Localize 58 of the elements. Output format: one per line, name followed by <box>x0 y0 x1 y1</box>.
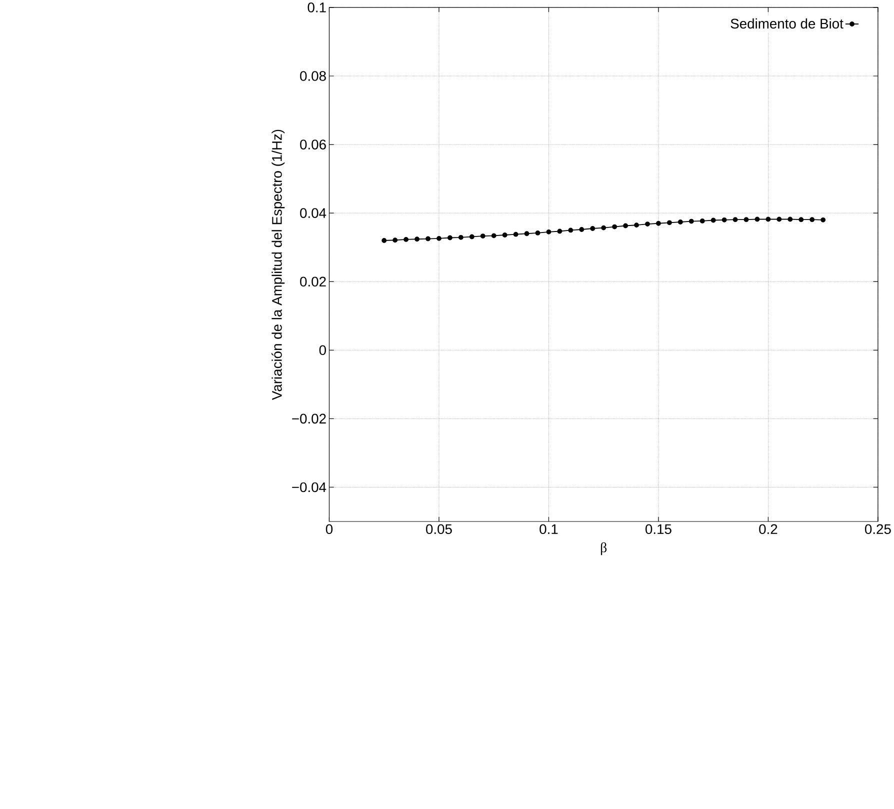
point <box>732 216 738 222</box>
point <box>579 226 584 232</box>
point <box>623 223 628 228</box>
point <box>458 234 464 240</box>
y-tick-label: 0.08 <box>300 70 326 81</box>
x-tick-label: 0 <box>326 524 333 534</box>
y-tick-label: 0.06 <box>300 139 326 150</box>
point <box>722 217 727 222</box>
y-tick-label: 0.1 <box>308 2 326 12</box>
y-axis-title: Variación de la Amplitud del Espectro (1/Hz) <box>272 130 285 400</box>
point <box>688 218 694 224</box>
y-tick-label: 0 <box>319 345 326 355</box>
point <box>392 238 398 242</box>
point <box>590 226 596 231</box>
point <box>535 230 540 236</box>
point <box>656 220 661 226</box>
point <box>469 234 474 240</box>
point <box>612 224 618 230</box>
point <box>502 232 508 238</box>
point <box>634 222 639 228</box>
point <box>766 216 771 222</box>
x-tick-label: 0.05 <box>426 524 452 534</box>
x-tick-label: 0.1 <box>540 524 558 534</box>
point <box>601 225 606 230</box>
legend-label: Sedimento de Biot <box>730 18 844 28</box>
point <box>447 235 452 240</box>
point <box>744 216 749 222</box>
point <box>524 230 530 236</box>
point <box>513 232 518 237</box>
point <box>480 233 486 238</box>
y-tick-label: −0.02 <box>292 414 326 424</box>
x-axis-title: β <box>600 542 607 555</box>
y-tick-label: 0.02 <box>300 276 326 286</box>
point <box>810 216 815 222</box>
point <box>436 236 442 241</box>
point <box>382 238 387 243</box>
point <box>491 233 496 238</box>
point <box>798 216 804 222</box>
point <box>678 219 683 224</box>
point <box>557 228 562 234</box>
point <box>700 218 705 224</box>
point <box>788 216 793 222</box>
x-tick-label: 0.2 <box>759 524 778 534</box>
x-tick-label: 0.25 <box>864 524 891 534</box>
point <box>820 217 826 222</box>
point <box>754 216 760 222</box>
x-tick-label: 0.15 <box>646 524 672 534</box>
point <box>568 228 574 233</box>
y-tick-label: −0.04 <box>292 482 326 492</box>
point <box>404 236 409 242</box>
y-tick-label: 0.04 <box>300 208 326 218</box>
point <box>710 218 716 223</box>
point <box>414 236 420 242</box>
point <box>666 220 672 225</box>
point <box>776 216 782 222</box>
point <box>645 221 650 226</box>
point <box>546 229 552 234</box>
point <box>426 236 430 242</box>
